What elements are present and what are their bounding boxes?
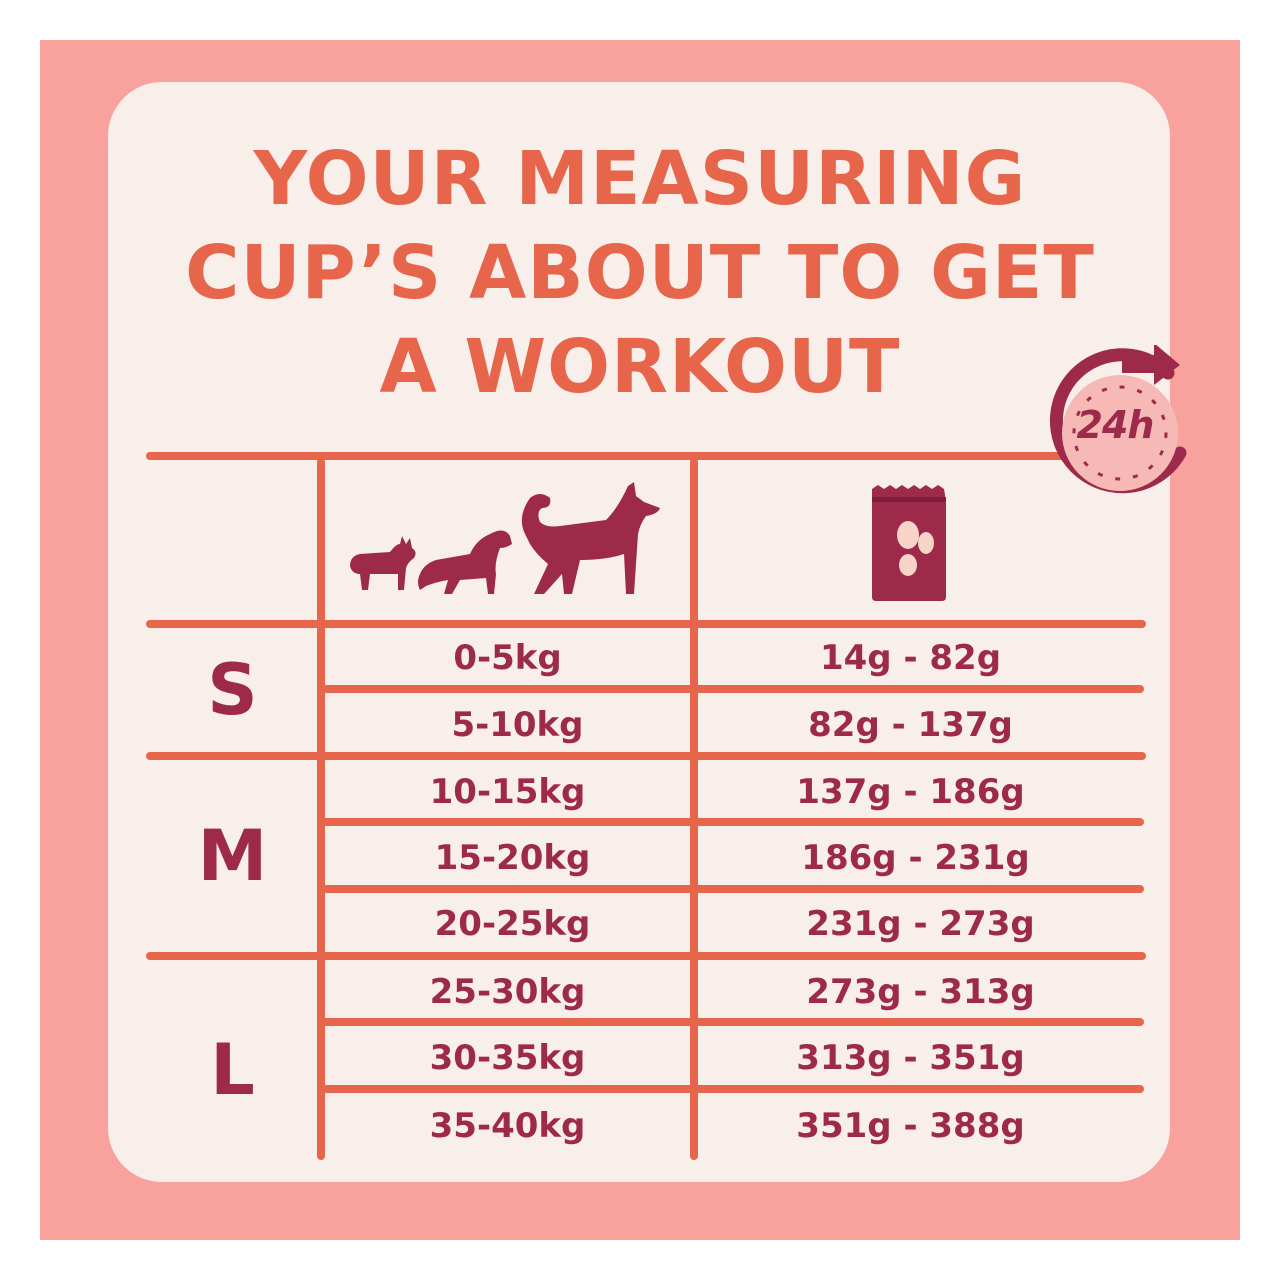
size-label-l: L	[210, 1029, 255, 1111]
portion-cell: 313g - 351g	[796, 1038, 1025, 1078]
headline-line-2: CUP’S ABOUT TO GET	[185, 230, 1095, 316]
portion-cell: 231g - 273g	[806, 904, 1035, 944]
weight-cell: 25-30kg	[429, 972, 586, 1012]
table-top-line	[146, 452, 1066, 460]
weight-cell: 20-25kg	[434, 904, 591, 944]
row-divider	[322, 818, 1144, 826]
badge-label: 24h	[1076, 403, 1155, 447]
portion-cell: 14g - 82g	[819, 638, 1002, 678]
column-divider-size	[317, 458, 325, 1160]
portion-cell: 137g - 186g	[796, 772, 1025, 812]
portion-cell: 351g - 388g	[796, 1106, 1025, 1146]
portion-cell: 273g - 313g	[806, 972, 1035, 1012]
headline-line-3: A WORKOUT	[379, 324, 901, 410]
group-divider-s-m	[146, 752, 1146, 760]
row-divider	[322, 1085, 1144, 1093]
food-bag-icon	[868, 483, 950, 603]
size-label-m: M	[197, 815, 268, 897]
weight-cell: 10-15kg	[429, 772, 586, 812]
table-header-line	[146, 620, 1146, 628]
feeding-guide-card	[108, 82, 1170, 1182]
weight-cell: 0-5kg	[453, 638, 562, 678]
headline-line-1: YOUR MEASURING	[253, 136, 1027, 222]
column-divider-weight	[690, 458, 698, 1160]
weight-cell: 15-20kg	[434, 838, 591, 878]
24-hour-clock-icon: 24h	[1040, 343, 1195, 510]
group-divider-m-l	[146, 952, 1146, 960]
size-label-s: S	[207, 649, 258, 731]
portion-cell: 82g - 137g	[808, 705, 1013, 745]
weight-cell: 5-10kg	[451, 705, 584, 745]
weight-cell: 35-40kg	[429, 1106, 586, 1146]
row-divider	[322, 885, 1144, 893]
three-dog-sizes-icon	[340, 478, 670, 608]
weight-cell: 30-35kg	[429, 1038, 586, 1078]
row-divider	[322, 1018, 1144, 1026]
headline: YOUR MEASURING CUP’S ABOUT TO GET A WORK…	[150, 132, 1130, 414]
row-divider	[322, 685, 1144, 693]
portion-cell: 186g - 231g	[801, 838, 1030, 878]
